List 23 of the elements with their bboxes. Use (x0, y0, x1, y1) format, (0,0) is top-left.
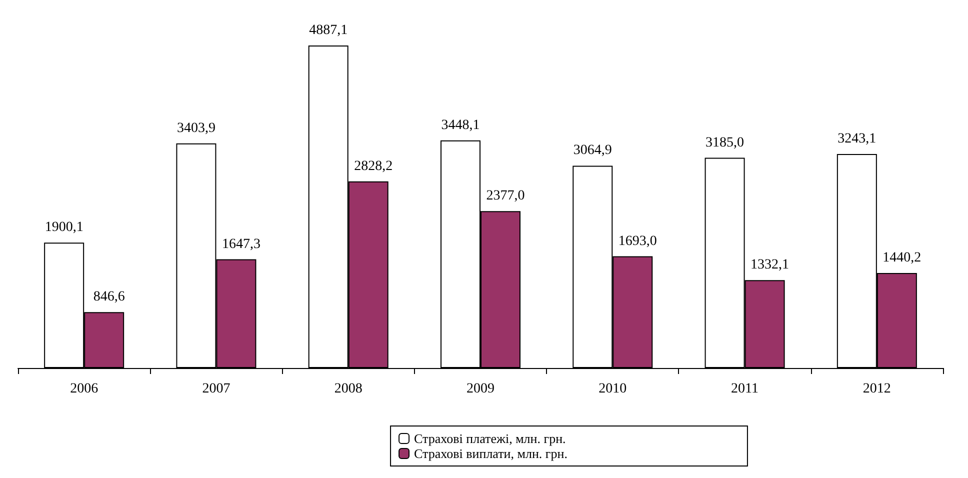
data-label: 3403,9 (176, 120, 216, 136)
x-tick-label: 2010 (598, 382, 627, 396)
data-label: 1693,0 (618, 234, 657, 249)
data-label: 1900,1 (44, 220, 84, 236)
data-label: 3243,1 (838, 131, 876, 146)
data-label: 3064,9 (573, 143, 612, 158)
data-label: 3448,1 (441, 118, 480, 133)
data-label: 1647,3 (222, 236, 260, 252)
x-tick-label: 2009 (466, 382, 494, 396)
data-label: 1440,2 (882, 250, 922, 266)
data-label: 846,6 (93, 290, 125, 305)
legend-label: Страхові виплати, млн. грн. (414, 446, 568, 461)
data-label: 2377,0 (486, 188, 525, 204)
x-tick-label: 2012 (862, 382, 891, 396)
data-label: 3185,0 (706, 135, 744, 150)
data-label: 1332,1 (750, 258, 790, 273)
x-tick-label: 2011 (731, 382, 759, 396)
x-tick-label: 2006 (70, 382, 98, 396)
legend-label: Страхові платежі, млн. грн. (414, 431, 566, 446)
x-tick-label: 2008 (334, 382, 362, 396)
data-label: 2828,2 (354, 158, 393, 174)
data-label: 4887,1 (309, 22, 348, 38)
x-tick-label: 2007 (202, 382, 230, 396)
